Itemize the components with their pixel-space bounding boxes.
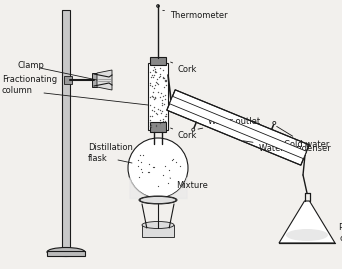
Polygon shape — [170, 96, 306, 159]
Text: Pure liquid
component: Pure liquid component — [339, 223, 342, 243]
Bar — [62, 10, 70, 255]
Ellipse shape — [47, 247, 85, 257]
Bar — [92, 73, 97, 87]
Ellipse shape — [273, 121, 276, 125]
Ellipse shape — [286, 229, 328, 241]
Bar — [47, 251, 85, 256]
Bar — [64, 76, 72, 84]
Text: Water outlet: Water outlet — [198, 117, 260, 129]
Bar — [142, 225, 174, 237]
Text: Distillation
flask: Distillation flask — [88, 143, 133, 163]
Polygon shape — [167, 90, 309, 165]
Circle shape — [128, 138, 188, 198]
Ellipse shape — [142, 221, 174, 228]
Ellipse shape — [157, 5, 159, 8]
Polygon shape — [97, 70, 112, 90]
Bar — [150, 122, 166, 132]
Text: Water condenser: Water condenser — [243, 141, 330, 153]
Polygon shape — [279, 201, 335, 243]
Ellipse shape — [144, 225, 172, 231]
Text: Thermometer: Thermometer — [163, 10, 228, 19]
Ellipse shape — [140, 196, 176, 204]
Text: Clamp: Clamp — [18, 62, 45, 70]
Text: Cork: Cork — [171, 128, 197, 140]
Text: Mixture: Mixture — [170, 178, 208, 190]
Bar — [148, 63, 168, 130]
Ellipse shape — [192, 128, 195, 131]
Ellipse shape — [139, 196, 177, 204]
Bar — [150, 57, 166, 65]
Text: Cold water: Cold water — [277, 126, 330, 150]
Text: Cork: Cork — [171, 62, 197, 73]
Text: Fractionating
column: Fractionating column — [2, 75, 57, 95]
